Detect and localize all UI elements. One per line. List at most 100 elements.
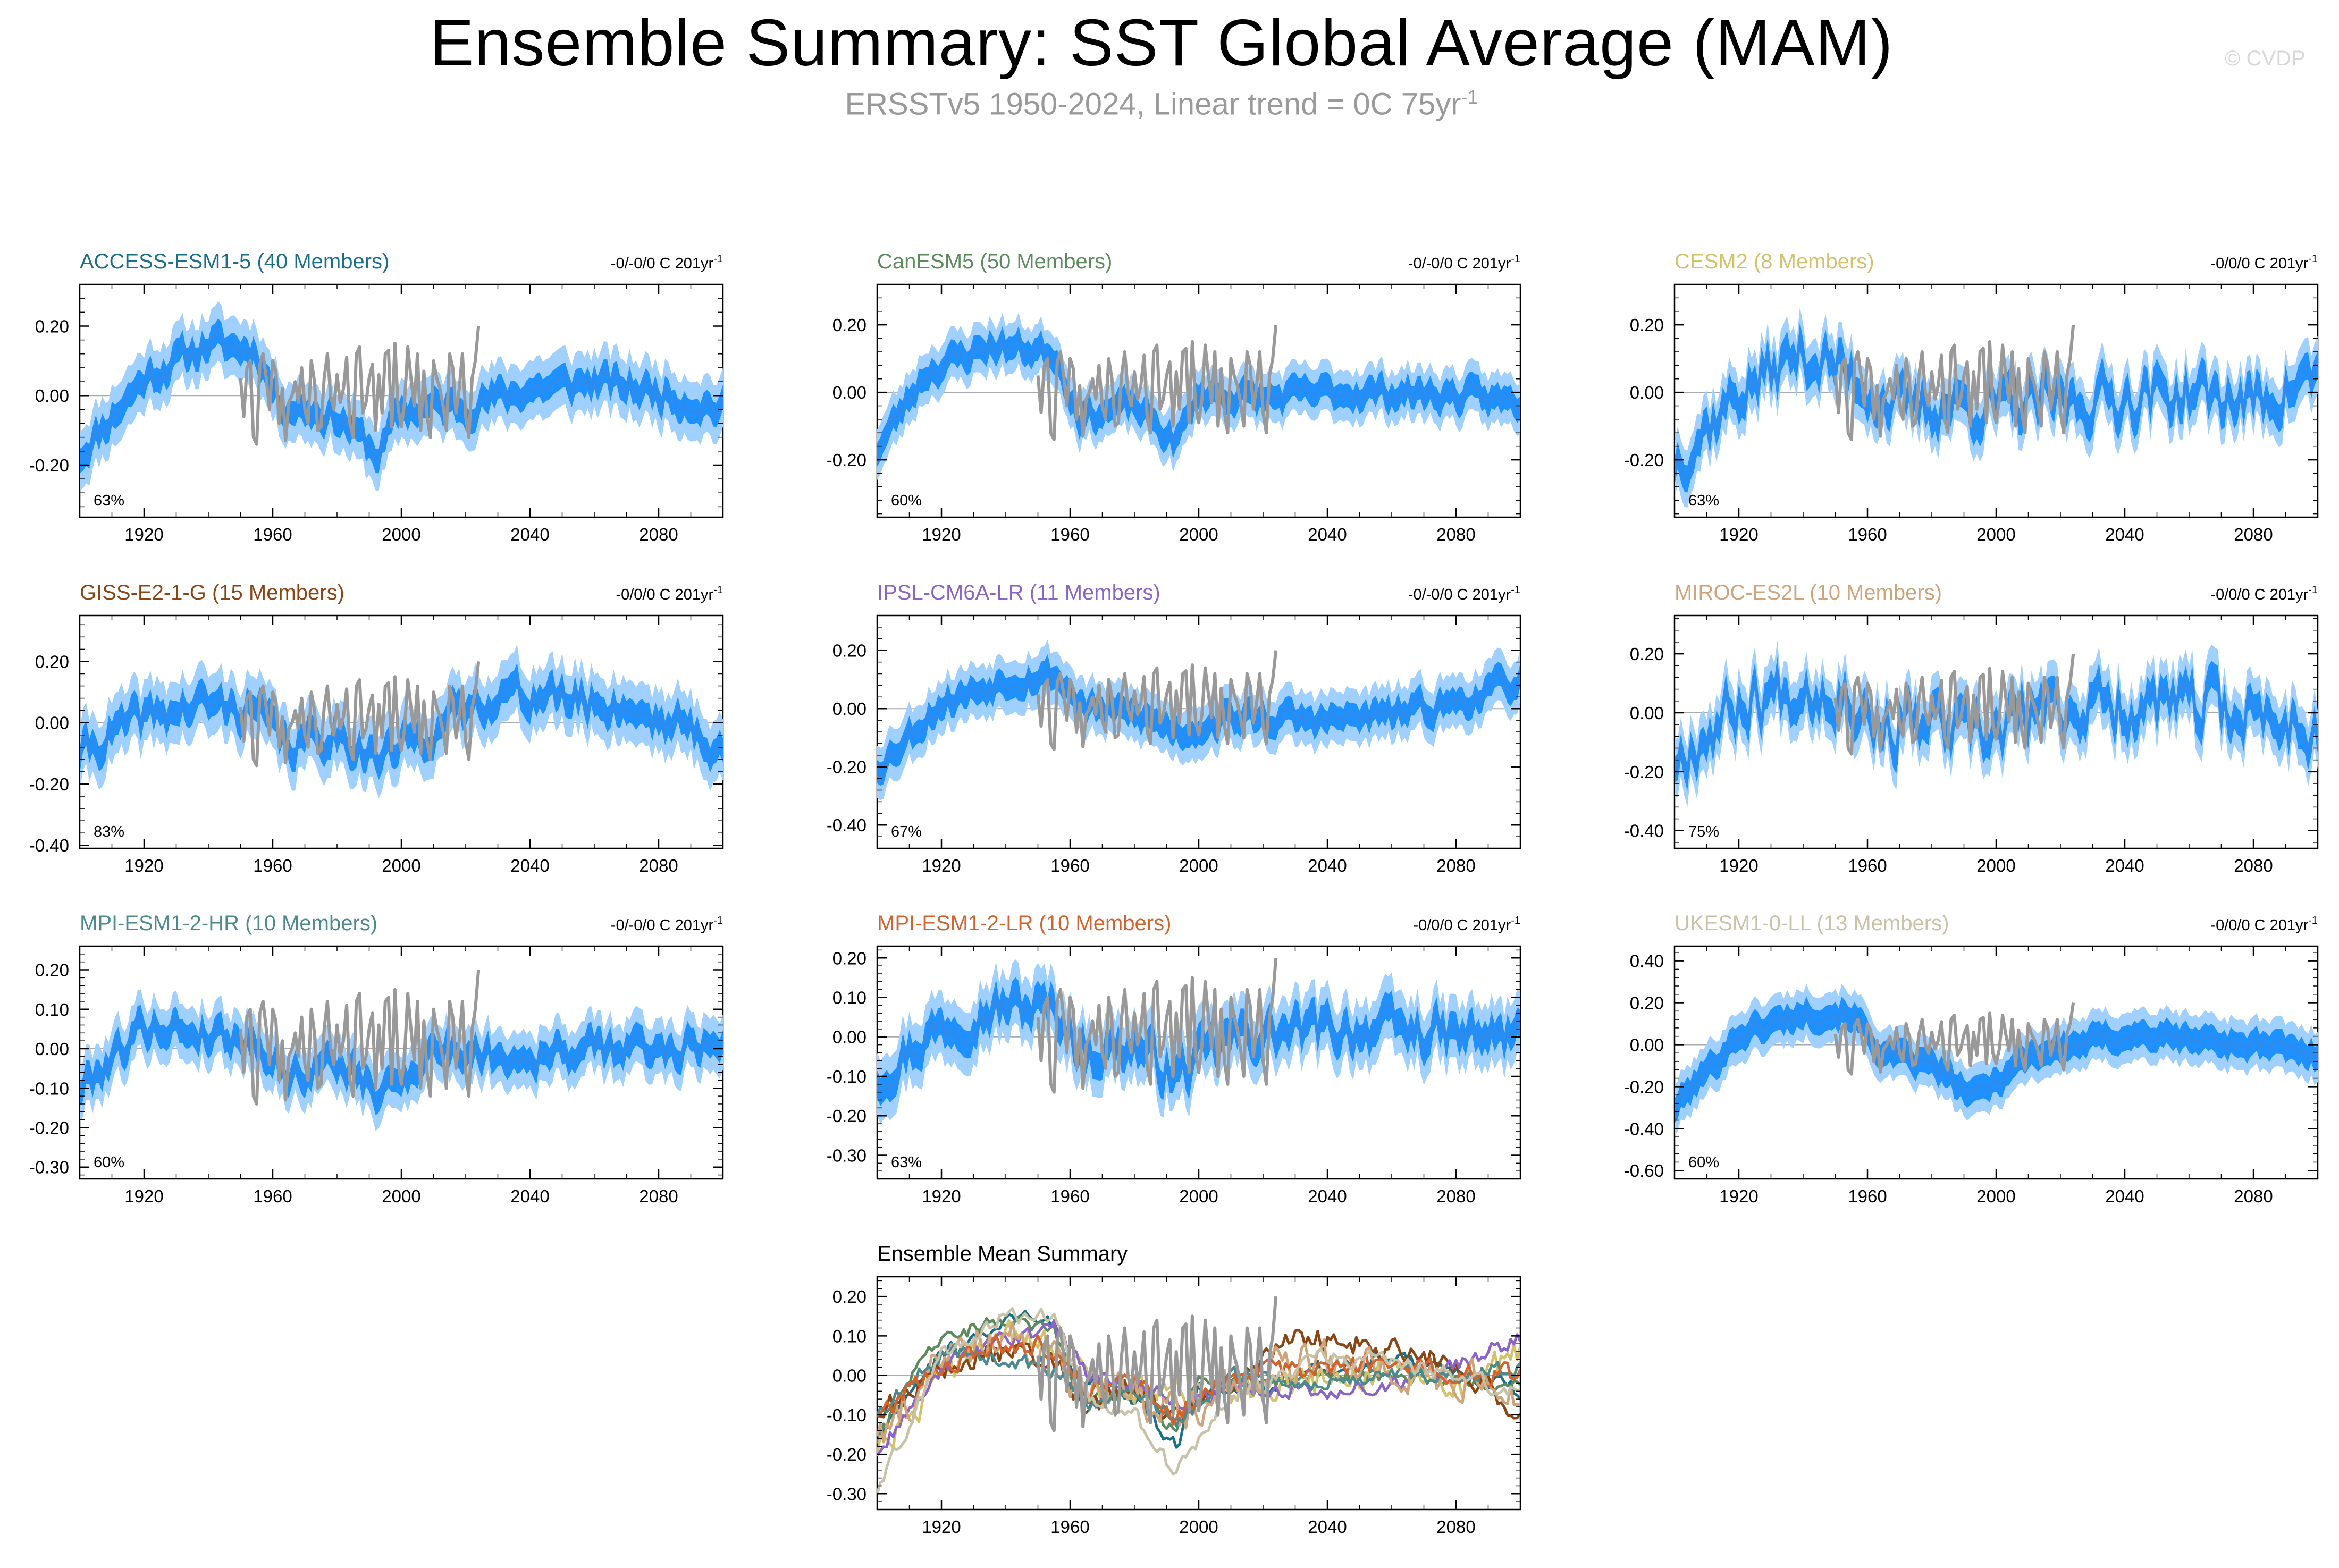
trend-label: -0/0/0 C 201yr-1 <box>2210 253 2318 272</box>
plot-area <box>877 639 1520 800</box>
trend-text: -0/-0/0 C 201yr <box>611 917 714 934</box>
x-tick-label: 2040 <box>2105 525 2144 544</box>
percent-label: 63% <box>1688 492 1719 509</box>
y-tick-label: -0.20 <box>29 774 69 794</box>
figure-title: Ensemble Summary: SST Global Average (MA… <box>430 6 1894 80</box>
x-tick-label: 2000 <box>1976 856 2015 875</box>
chart-title: CanESM5 (50 Members) <box>877 250 1112 273</box>
y-tick-label: 0.00 <box>35 1039 69 1059</box>
x-tick-label: 1960 <box>253 525 292 544</box>
ensemble-mean-line <box>877 332 1520 456</box>
y-tick-label: 0.20 <box>35 316 69 336</box>
y-tick-label: -0.10 <box>827 1405 866 1425</box>
observations-line <box>1036 1296 1278 1432</box>
x-tick-label: 1920 <box>124 1186 163 1206</box>
y-tick-label: -0.60 <box>1624 1161 1664 1181</box>
y-tick-label: -0.20 <box>827 450 866 470</box>
chart-panel-7: -0.30 -0.20 -0.10 0.00 0.10 0.20 1920 1960 2000 2… <box>827 912 1521 1206</box>
x-tick-label: 1960 <box>1050 1186 1089 1206</box>
trend-label: -0/-0/0 C 201yr-1 <box>611 253 723 272</box>
trend-label: -0/-0/0 C 201yr-1 <box>611 915 723 934</box>
x-tick-label: 1920 <box>922 525 961 544</box>
trend-text: -0/0/0 C 201yr <box>616 586 713 603</box>
ensemble-mean-line <box>1675 669 2318 778</box>
y-tick-label: -0.20 <box>827 1445 866 1464</box>
x-tick-label: 2000 <box>382 1186 420 1206</box>
x-tick-label: 1960 <box>1848 856 1887 875</box>
y-tick-label: -0.30 <box>29 1158 69 1177</box>
observations-line <box>1036 958 1278 1094</box>
plot-area <box>80 644 723 798</box>
y-tick-label: -0.40 <box>1624 821 1664 841</box>
ensemble-mean-line <box>80 328 723 463</box>
x-tick-label: 1960 <box>1050 525 1089 544</box>
observations-line <box>1833 653 2075 756</box>
y-tick-label: 0.40 <box>1630 951 1664 971</box>
x-tick-label: 1920 <box>1719 856 1758 875</box>
chart-title: ACCESS-ESM1-5 (40 Members) <box>80 250 389 273</box>
percent-label: 67% <box>891 823 922 840</box>
y-tick-label: 0.00 <box>832 699 866 719</box>
x-tick-label: 2080 <box>2234 525 2273 544</box>
x-tick-label: 1920 <box>124 525 163 544</box>
x-tick-label: 2080 <box>2234 856 2273 875</box>
y-tick-label: -0.20 <box>1624 450 1664 470</box>
cvdp-watermark: © CVDP <box>2225 47 2306 70</box>
percent-label: 60% <box>891 492 922 509</box>
plot-area <box>80 970 723 1131</box>
y-tick-label: -0.10 <box>827 1067 866 1086</box>
trend-superscript: -1 <box>2308 584 2318 596</box>
chart-title: Ensemble Mean Summary <box>877 1242 1128 1266</box>
y-tick-label: 0.20 <box>1630 315 1664 335</box>
x-tick-label: 2040 <box>510 1186 549 1206</box>
observations-line <box>1036 324 1278 441</box>
observations-line <box>1833 324 2075 441</box>
trend-label: -0/-0/0 C 201yr-1 <box>1408 253 1520 272</box>
x-tick-label: 2040 <box>2105 856 2144 875</box>
x-tick-label: 2080 <box>1436 1186 1475 1206</box>
trend-text: -0/-0/0 C 201yr <box>611 255 714 272</box>
y-tick-label: 0.20 <box>832 315 866 335</box>
subtitle-superscript: -1 <box>1461 86 1478 108</box>
outer-spread-band <box>80 989 723 1131</box>
plot-area <box>877 312 1520 480</box>
observations-line <box>1036 650 1278 751</box>
plot-area <box>877 958 1520 1124</box>
y-tick-label: 0.20 <box>832 948 866 968</box>
y-tick-label: -0.20 <box>29 1118 69 1137</box>
chart-title: CESM2 (8 Members) <box>1675 250 1874 273</box>
chart-title: GISS-E2-1-G (15 Members) <box>80 581 344 604</box>
y-tick-label: -0.10 <box>29 1078 69 1098</box>
y-tick-label: -0.40 <box>29 836 69 855</box>
x-tick-label: 2000 <box>1179 856 1218 875</box>
y-tick-label: 0.00 <box>1630 703 1664 723</box>
x-tick-label: 2080 <box>1436 856 1475 875</box>
x-tick-label: 2080 <box>639 856 678 875</box>
plot-area <box>877 1296 1520 1495</box>
chart-panel-5: -0.40 -0.20 0.00 0.20 1920 1960 2000 2040 2080 MI… <box>1624 581 2319 875</box>
y-tick-label: 0.20 <box>35 652 69 671</box>
x-tick-label: 2000 <box>1179 1186 1218 1206</box>
x-tick-label: 1920 <box>124 856 163 875</box>
x-tick-label: 2000 <box>1179 1517 1218 1537</box>
chart-panel-2: -0.20 0.00 0.20 1920 1960 2000 2040 2080 CESM2 (… <box>1624 250 2319 544</box>
x-tick-label: 2040 <box>510 856 549 875</box>
y-tick-label: 0.00 <box>35 386 69 406</box>
observations-line <box>239 326 481 446</box>
summary-line-8 <box>877 1307 1520 1495</box>
y-tick-label: 0.20 <box>832 1287 866 1306</box>
observations-line <box>239 970 481 1106</box>
y-tick-label: 0.00 <box>1630 1035 1664 1055</box>
trend-text: -0/0/0 C 201yr <box>2210 255 2308 272</box>
trend-superscript: -1 <box>1511 584 1520 596</box>
plot-area <box>1675 983 2318 1136</box>
percent-label: 63% <box>94 492 124 509</box>
chart-title: MIROC-ES2L (10 Members) <box>1675 581 1942 604</box>
y-tick-label: 0.20 <box>1630 644 1664 664</box>
x-tick-label: 2040 <box>1308 1517 1347 1537</box>
ensemble-mean-line <box>877 988 1520 1095</box>
x-tick-label: 2000 <box>1976 1186 2015 1206</box>
observations-line <box>1833 1002 2075 1076</box>
x-tick-label: 1920 <box>922 1517 961 1537</box>
